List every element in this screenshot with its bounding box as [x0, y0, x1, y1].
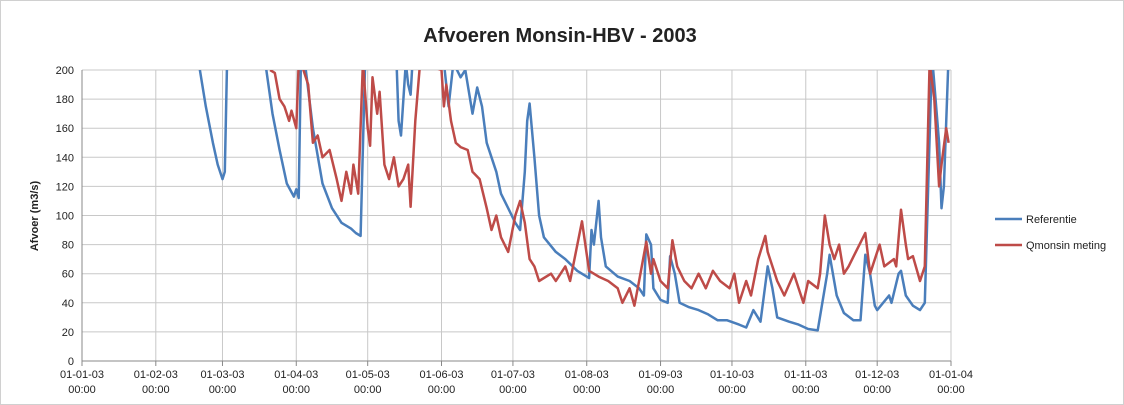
y-tick-label: 60: [62, 269, 74, 281]
y-tick-label: 180: [56, 94, 74, 106]
x-tick-label-line: 00:00: [68, 384, 96, 396]
x-tick-label-line: 01-09-03: [639, 369, 683, 381]
y-axis-label: Afvoer (m3/s): [29, 181, 41, 252]
x-tick-label-line: 00:00: [647, 384, 675, 396]
y-tick-label: 140: [56, 152, 74, 164]
x-tick-label: 01-06-03 00:00: [419, 369, 463, 396]
y-tick-label: 40: [62, 298, 74, 310]
series-group: [269, 70, 950, 307]
x-tick-label-line: 00:00: [863, 384, 891, 396]
x-tick-label-line: 01-08-03: [565, 369, 609, 381]
y-tick-label: 20: [62, 327, 74, 339]
x-tick-label-line: 01-01-03: [60, 369, 104, 381]
y-tick-label: 160: [56, 123, 74, 135]
y-tick-label: 100: [56, 211, 74, 223]
chart-title: Afvoeren Monsin-HBV - 2003: [423, 25, 696, 47]
x-tick-label: 01-04-03 00:00: [274, 369, 318, 396]
x-tick-label-line: 01-04-03: [274, 369, 318, 381]
legend-label: Qmonsin meting: [1026, 240, 1106, 252]
x-tick-label-line: 00:00: [209, 384, 237, 396]
y-tick-label: 120: [56, 181, 74, 193]
x-tick-label-line: 01-02-03: [134, 369, 178, 381]
x-tick-label-line: 01-03-03: [200, 369, 244, 381]
x-tick-label-line: 00:00: [428, 384, 456, 396]
series-line: [198, 70, 950, 332]
series-line: [269, 70, 950, 307]
x-tick-label-line: 00:00: [573, 384, 601, 396]
legend-label: Referentie: [1026, 214, 1077, 226]
x-tick-label-line: 01-05-03: [346, 369, 390, 381]
x-tick-label-line: 00:00: [937, 384, 965, 396]
y-tick-label: 0: [68, 356, 74, 368]
x-tick-label-line: 01-06-03: [419, 369, 463, 381]
x-tick-label-line: 00:00: [718, 384, 746, 396]
x-tick-label-line: 01-07-03: [491, 369, 535, 381]
x-tick-label: 01-01-04 00:00: [929, 369, 973, 396]
x-tick-label: 01-07-03 00:00: [491, 369, 535, 396]
x-tick-label-line: 00:00: [142, 384, 170, 396]
x-tick-label-line: 00:00: [499, 384, 527, 396]
x-tick-label-line: 01-10-03: [710, 369, 754, 381]
x-tick-label: 01-08-03 00:00: [565, 369, 609, 396]
y-tick-label: 200: [56, 65, 74, 77]
x-tick-label: 01-01-03 00:00: [60, 369, 104, 396]
y-tick-label: 80: [62, 240, 74, 252]
x-tick-label-line: 00:00: [283, 384, 311, 396]
x-tick-label: 01-03-03 00:00: [200, 369, 244, 396]
x-tick-label-line: 00:00: [792, 384, 820, 396]
x-tick-label-line: 01-11-03: [784, 369, 827, 381]
x-tick-label-line: 01-01-04: [929, 369, 973, 381]
series-group: [198, 70, 950, 332]
x-tick-label: 01-05-03 00:00: [346, 369, 390, 396]
x-tick-label: 01-10-03 00:00: [710, 369, 754, 396]
x-tick-label-line: 01-12-03: [855, 369, 899, 381]
x-tick-label: 01-09-03 00:00: [639, 369, 683, 396]
x-tick-label-line: 00:00: [354, 384, 382, 396]
x-tick-label: 01-12-03 00:00: [855, 369, 899, 396]
x-tick-label: 01-11-03 00:00: [784, 369, 827, 396]
x-tick-label: 01-02-03 00:00: [134, 369, 178, 396]
